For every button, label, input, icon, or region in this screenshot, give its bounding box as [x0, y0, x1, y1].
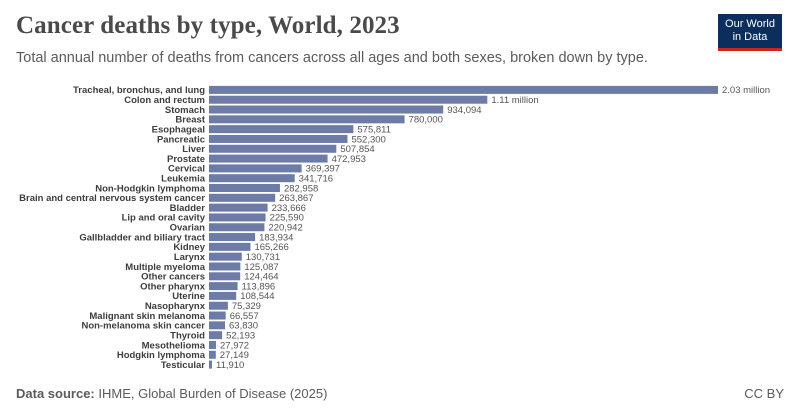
value-label: 52,193	[226, 330, 255, 341]
category-label: Nasopharynx	[145, 301, 206, 312]
value-label: 934,094	[447, 105, 481, 116]
value-label: 263,867	[279, 193, 313, 204]
bar[interactable]	[209, 321, 226, 330]
chart-title: Cancer deaths by type, World, 2023	[16, 12, 400, 39]
value-label: 472,953	[332, 154, 366, 165]
license-link[interactable]: CC BY	[744, 386, 784, 401]
bar[interactable]	[209, 213, 266, 222]
bar[interactable]	[209, 252, 242, 261]
category-label: Breast	[175, 115, 205, 126]
value-label: 125,087	[244, 262, 278, 273]
bar[interactable]	[209, 233, 256, 242]
category-label: Testicular	[161, 360, 205, 371]
value-label: 130,731	[246, 252, 280, 263]
bar[interactable]	[209, 174, 295, 183]
value-label: 124,464	[244, 272, 278, 283]
bar[interactable]	[209, 144, 337, 153]
bar[interactable]	[209, 164, 302, 173]
value-label: 63,830	[229, 321, 258, 332]
value-label: 66,557	[230, 311, 259, 322]
category-label: Bladder	[170, 203, 206, 214]
chart-subtitle: Total annual number of deaths from cance…	[16, 50, 648, 66]
value-label: 27,972	[220, 340, 249, 351]
category-label: Pancreatic	[157, 134, 205, 145]
value-label: 165,266	[254, 242, 288, 253]
value-label: 369,397	[306, 164, 340, 175]
value-label: 552,300	[351, 134, 385, 145]
category-label: Mesothelioma	[142, 340, 206, 351]
value-label: 108,544	[240, 291, 274, 302]
category-label: Kidney	[173, 242, 205, 253]
value-label: 233,666	[272, 203, 306, 214]
value-label: 113,896	[242, 281, 276, 292]
category-label: Non-melanoma skin cancer	[81, 321, 205, 332]
value-label: 225,590	[270, 213, 304, 224]
data-source-link[interactable]: IHME, Global Burden of Disease (2025)	[98, 386, 328, 401]
bar[interactable]	[209, 282, 238, 291]
bar[interactable]	[209, 350, 216, 359]
category-label: Larynx	[174, 252, 206, 263]
category-label: Cervical	[168, 164, 205, 175]
bar-chart: Tracheal, bronchus, and lung 2.03 million…	[19, 85, 770, 371]
category-label: Ovarian	[170, 223, 206, 234]
owid-logo[interactable]: Our World in Data	[718, 14, 782, 51]
category-label: Colon and rectum	[124, 95, 205, 106]
value-label: 2.03 million	[722, 85, 770, 96]
value-label: 75,329	[232, 301, 261, 312]
bar[interactable]	[209, 301, 228, 310]
category-label: Uterine	[172, 291, 205, 302]
bar[interactable]	[209, 360, 212, 369]
category-label: Leukemia	[161, 173, 206, 184]
bar[interactable]	[209, 95, 488, 104]
bar[interactable]	[209, 184, 280, 193]
value-label: 780,000	[409, 115, 443, 126]
category-label: Other cancers	[141, 272, 205, 283]
category-label: Liver	[182, 144, 205, 155]
category-label: Hodgkin lymphoma	[117, 350, 206, 361]
category-label: Esophageal	[152, 124, 205, 135]
bar[interactable]	[209, 272, 241, 281]
value-label: 11,910	[216, 360, 244, 371]
logo-line-1: Our World	[725, 18, 775, 30]
bar[interactable]	[209, 340, 217, 349]
category-label: Prostate	[167, 154, 205, 165]
category-label: Lip and oral cavity	[122, 213, 206, 224]
value-label: 27,149	[220, 350, 249, 361]
bar[interactable]	[209, 154, 328, 163]
bar[interactable]	[209, 223, 265, 232]
value-label: 183,934	[259, 232, 293, 243]
bar[interactable]	[209, 134, 348, 143]
value-label: 507,854	[340, 144, 374, 155]
bar[interactable]	[209, 85, 718, 94]
bar[interactable]	[209, 105, 444, 114]
value-label: 575,811	[357, 124, 391, 135]
bar[interactable]	[209, 125, 354, 134]
value-label: 341,716	[299, 173, 333, 184]
data-source: Data source: IHME, Global Burden of Dise…	[16, 386, 327, 401]
category-label: Other pharynx	[140, 281, 206, 292]
category-label: Multiple myeloma	[125, 262, 205, 273]
bar[interactable]	[209, 203, 268, 212]
bar[interactable]	[209, 262, 241, 271]
data-source-label: Data source:	[16, 386, 95, 401]
category-label: Non-Hodgkin lymphoma	[95, 183, 205, 194]
bar[interactable]	[209, 115, 405, 124]
category-label: Brain and central nervous system cancer	[19, 193, 205, 204]
bar[interactable]	[209, 193, 276, 202]
bar[interactable]	[209, 242, 251, 251]
category-label: Gallbladder and biliary tract	[79, 232, 205, 243]
category-label: Malignant skin melanoma	[89, 311, 205, 322]
value-label: 220,942	[268, 223, 302, 234]
bar[interactable]	[209, 311, 226, 320]
value-label: 1.11 million	[491, 95, 538, 106]
logo-line-2: in Data	[732, 31, 768, 43]
category-label: Thyroid	[170, 330, 205, 341]
bar[interactable]	[209, 291, 237, 300]
bar[interactable]	[209, 331, 223, 340]
category-label: Tracheal, bronchus, and lung	[73, 85, 205, 96]
category-label: Stomach	[165, 105, 205, 116]
value-label: 282,958	[284, 183, 318, 194]
